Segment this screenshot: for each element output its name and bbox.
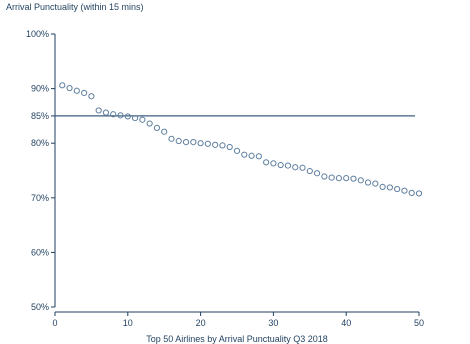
data-point <box>350 175 357 182</box>
data-point <box>415 190 423 197</box>
data-point <box>263 159 270 166</box>
data-point <box>408 189 415 196</box>
data-point <box>95 107 102 114</box>
chart-title: Arrival Punctuality (within 15 mins) <box>6 2 144 12</box>
data-point <box>233 147 241 154</box>
data-point <box>306 167 313 175</box>
data-point <box>313 170 321 177</box>
y-tick-label: 100% <box>26 29 49 39</box>
data-point <box>299 164 306 171</box>
data-point <box>88 93 95 100</box>
x-tick-label: 50 <box>414 318 424 328</box>
data-point <box>394 185 401 193</box>
x-tick-label: 20 <box>196 318 206 328</box>
data-point <box>219 142 226 149</box>
x-tick-label: 40 <box>341 318 351 328</box>
data-points <box>59 82 423 197</box>
data-point <box>153 124 161 132</box>
data-point <box>270 160 277 167</box>
data-point <box>343 175 350 182</box>
data-point <box>226 143 233 151</box>
data-point <box>66 84 73 92</box>
data-point <box>73 87 80 94</box>
data-point <box>204 140 211 147</box>
data-point <box>161 128 168 135</box>
data-point <box>364 179 372 186</box>
data-point <box>292 164 299 171</box>
data-point <box>255 153 262 160</box>
data-point <box>335 175 343 182</box>
y-tick-label: 90% <box>31 84 49 94</box>
y-tick-label: 85% <box>31 111 49 121</box>
data-point <box>190 139 197 146</box>
data-point <box>102 109 110 116</box>
data-point <box>277 161 284 169</box>
y-tick-label: 50% <box>31 302 49 312</box>
data-point <box>131 114 139 122</box>
data-point <box>124 113 131 120</box>
y-tick-label: 60% <box>31 247 49 257</box>
data-point <box>401 187 408 194</box>
data-point <box>357 177 364 184</box>
data-point <box>386 184 393 191</box>
y-tick-label: 70% <box>31 193 49 203</box>
data-point <box>182 139 190 146</box>
y-axis: 50% 60% 70% 80% 85% 90% 100% <box>26 29 56 312</box>
data-point <box>197 140 204 147</box>
data-point <box>284 162 292 169</box>
data-point <box>379 183 386 190</box>
x-axis-title: Top 50 Airlines by Arrival Punctuality Q… <box>146 334 328 344</box>
data-point <box>328 174 335 181</box>
data-point <box>321 173 328 180</box>
data-point <box>146 120 153 127</box>
data-point <box>139 116 146 123</box>
data-point <box>117 112 124 119</box>
data-point <box>241 151 248 158</box>
x-tick-label: 30 <box>268 318 278 328</box>
x-axis: 0 10 20 30 40 50 <box>52 311 424 328</box>
y-tick-label: 80% <box>31 138 49 148</box>
x-tick-label: 10 <box>123 318 133 328</box>
data-point <box>248 152 255 159</box>
data-point <box>212 141 219 148</box>
data-point <box>81 89 88 97</box>
data-point <box>110 111 117 118</box>
data-point <box>175 137 182 145</box>
data-point <box>168 135 175 142</box>
data-point <box>59 82 66 89</box>
x-tick-label: 0 <box>52 318 57 328</box>
data-point <box>372 180 379 187</box>
